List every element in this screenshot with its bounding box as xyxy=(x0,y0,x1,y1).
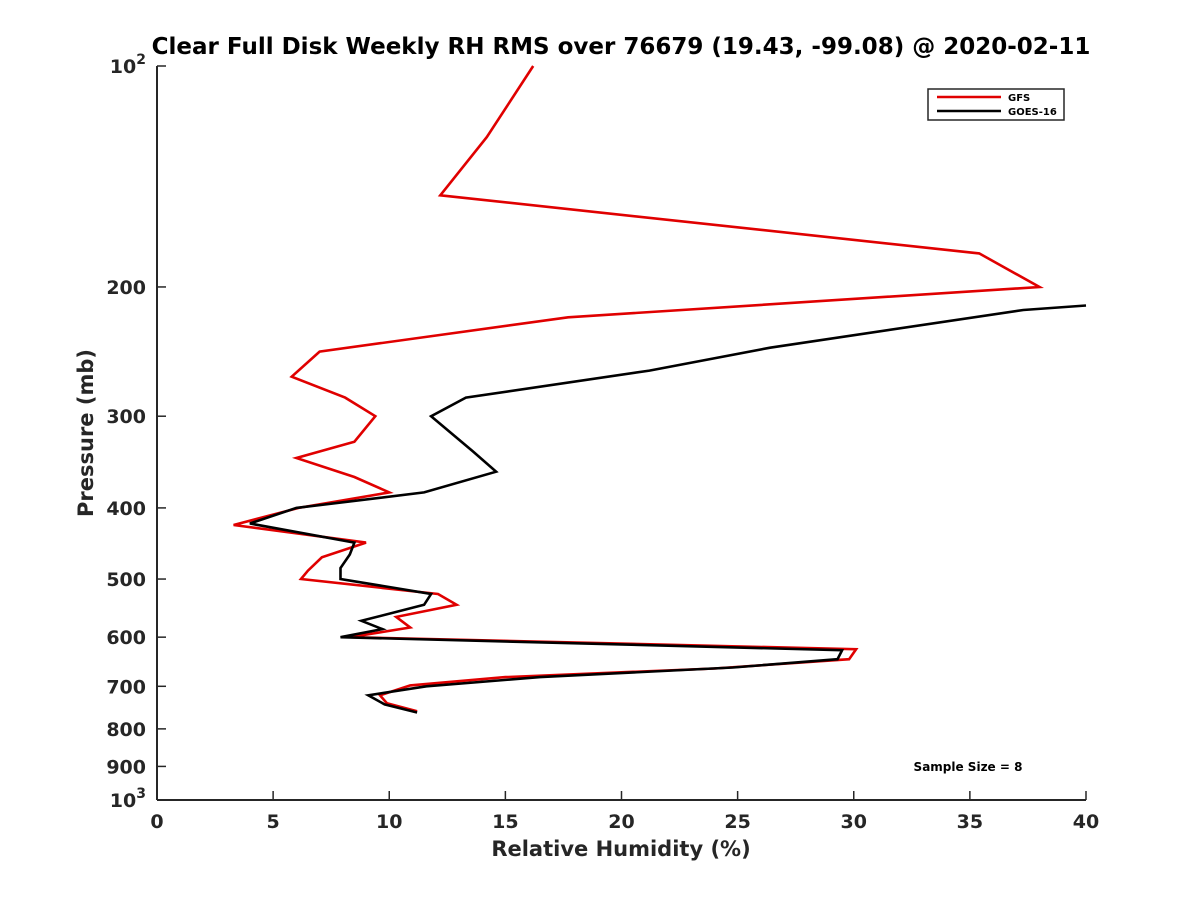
series-layer xyxy=(233,65,1087,714)
x-tick-label: 20 xyxy=(608,811,634,833)
x-axis-ticks: 0 5 10 15 20 25 30 35 40 xyxy=(150,791,1099,833)
x-tick-label: 15 xyxy=(492,811,518,833)
y-tick-label: 103 xyxy=(110,786,146,812)
x-tick-label: 5 xyxy=(267,811,280,833)
y-tick-label: 500 xyxy=(106,569,146,591)
series-line-1 xyxy=(233,65,1044,713)
legend-label-2: GOES-16 xyxy=(1008,107,1057,118)
y-tick-label: 700 xyxy=(106,676,146,698)
x-tick-label: 35 xyxy=(957,811,983,833)
y-tick-label: 400 xyxy=(106,498,146,520)
legend: GFS GOES-16 xyxy=(927,88,1065,121)
y-axis-label: Pressure (mb) xyxy=(74,349,98,517)
x-tick-label: 10 xyxy=(376,811,402,833)
x-axis-label: Relative Humidity (%) xyxy=(491,837,750,861)
x-tick-label: 0 xyxy=(150,811,163,833)
x-tick-label: 25 xyxy=(724,811,750,833)
legend-entries: GFS GOES-16 xyxy=(937,93,1057,118)
y-tick-label: 300 xyxy=(106,406,146,428)
y-tick-label: 600 xyxy=(106,627,146,649)
legend-box xyxy=(927,88,1065,121)
x-tick-label: 30 xyxy=(841,811,867,833)
legend-label-1: GFS xyxy=(1008,93,1030,104)
y-tick-label: 200 xyxy=(106,277,146,299)
sample-size-annotation: Sample Size = 8 xyxy=(914,760,1023,774)
y-tick-label: 800 xyxy=(106,719,146,741)
x-tick-label: 40 xyxy=(1073,811,1099,833)
plot-area: 0 5 10 15 20 25 30 35 40 102 200 300 400 500 600 700 80… xyxy=(106,52,1099,833)
y-axis-ticks: 102 200 300 400 500 600 700 800 900 103 xyxy=(106,52,166,812)
chart-title: Clear Full Disk Weekly RH RMS over 76679… xyxy=(152,34,1091,60)
y-tick-label: 102 xyxy=(110,52,146,78)
series-line-2 xyxy=(249,304,1087,714)
y-tick-label: 900 xyxy=(106,756,146,778)
